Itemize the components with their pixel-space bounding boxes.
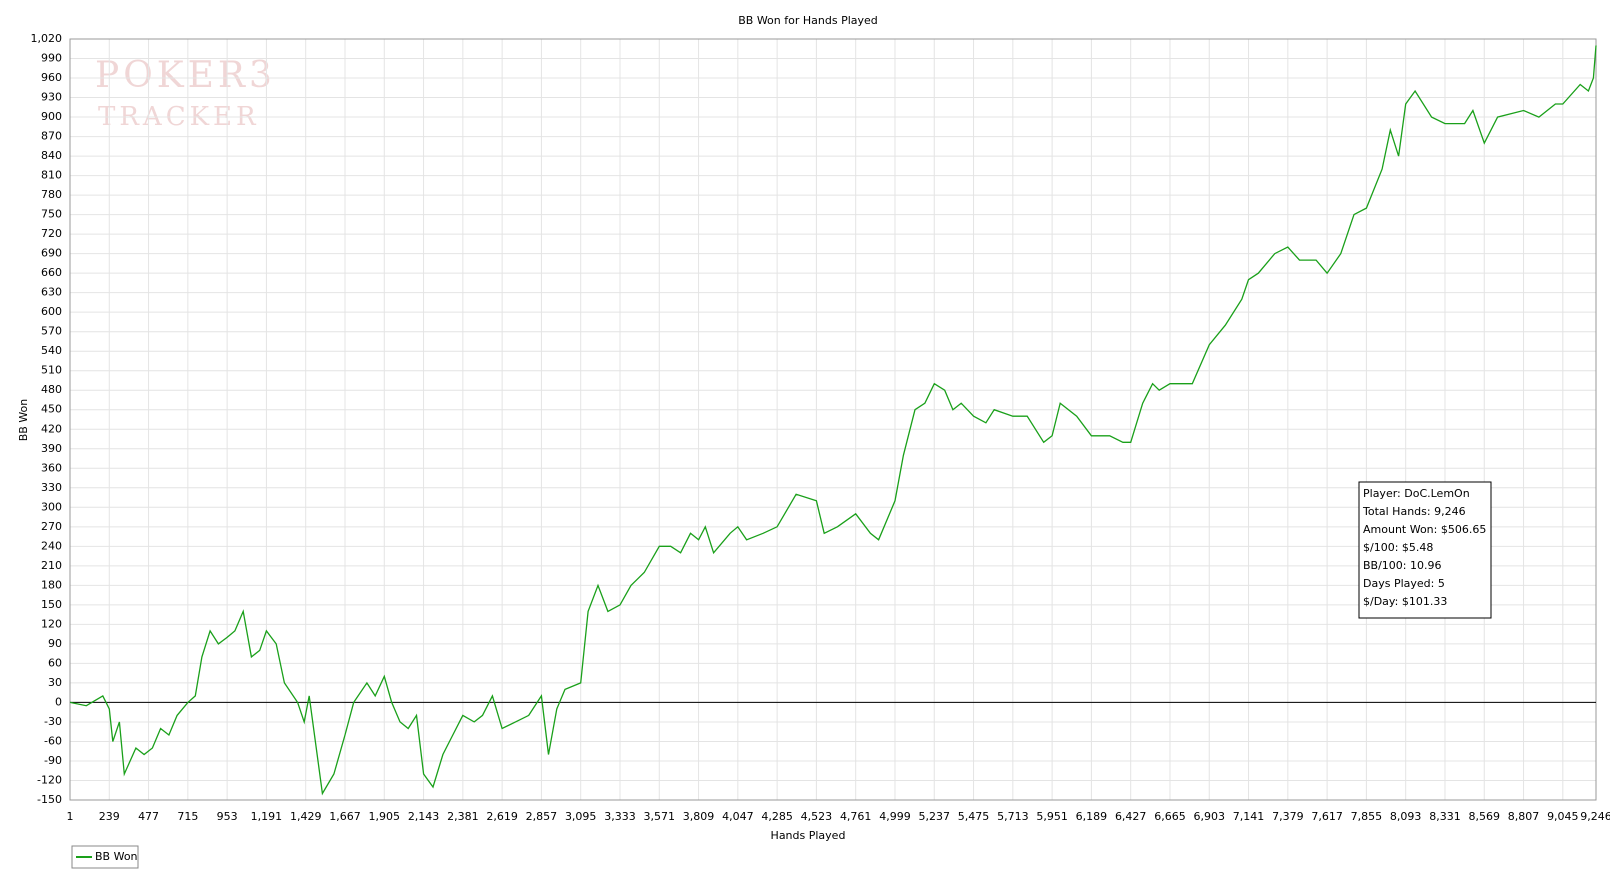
y-tick-label: 1,020	[31, 32, 63, 45]
x-tick-label: 6,427	[1115, 810, 1147, 823]
x-tick-label: 8,569	[1469, 810, 1501, 823]
y-tick-label: 390	[41, 442, 62, 455]
y-tick-label: 270	[41, 520, 62, 533]
x-tick-label: 2,857	[526, 810, 558, 823]
y-tick-label: -150	[37, 793, 62, 806]
y-tick-label: 660	[41, 266, 62, 279]
y-tick-label: 120	[41, 617, 62, 630]
y-tick-label: 510	[41, 364, 62, 377]
y-axis-label: BB Won	[17, 399, 30, 442]
y-tick-label: 330	[41, 481, 62, 494]
y-tick-label: 240	[41, 539, 62, 552]
y-tick-label: 870	[41, 130, 62, 143]
y-tick-label: 930	[41, 91, 62, 104]
x-tick-label: 6,903	[1194, 810, 1226, 823]
y-tick-label: 960	[41, 71, 62, 84]
y-tick-label: 30	[48, 676, 62, 689]
y-tick-label: 300	[41, 500, 62, 513]
info-text: Days Played: 5	[1363, 577, 1445, 590]
x-tick-label: 4,285	[761, 810, 793, 823]
x-tick-label: 7,141	[1233, 810, 1265, 823]
x-tick-label: 7,617	[1311, 810, 1343, 823]
y-tick-label: -30	[44, 715, 62, 728]
x-tick-label: 4,999	[879, 810, 911, 823]
x-tick-label: 4,761	[840, 810, 872, 823]
info-text: Total Hands: 9,246	[1362, 505, 1466, 518]
y-tick-label: 750	[41, 208, 62, 221]
x-tick-label: 715	[177, 810, 198, 823]
y-tick-label: 210	[41, 559, 62, 572]
y-tick-label: 540	[41, 344, 62, 357]
x-tick-label: 2,143	[408, 810, 440, 823]
info-text: BB/100: 10.96	[1363, 559, 1442, 572]
x-tick-label: 6,665	[1154, 810, 1186, 823]
y-tick-label: 690	[41, 247, 62, 260]
x-tick-label: 4,047	[722, 810, 754, 823]
y-tick-label: 180	[41, 578, 62, 591]
x-tick-label: 5,237	[919, 810, 951, 823]
watermark: POKER3	[95, 55, 276, 96]
info-text: Player: DoC.LemOn	[1363, 487, 1470, 500]
y-tick-label: 150	[41, 598, 62, 611]
y-tick-label: 450	[41, 403, 62, 416]
legend-label: BB Won	[95, 850, 138, 863]
line-series	[69, 45, 1597, 796]
info-box	[1358, 481, 1492, 619]
info-text: $/100: $5.48	[1363, 541, 1433, 554]
y-tick-label: 570	[41, 325, 62, 338]
x-tick-label: 2,381	[447, 810, 479, 823]
x-tick-label: 8,331	[1429, 810, 1461, 823]
y-tick-label: 480	[41, 383, 62, 396]
x-tick-label: 1,429	[290, 810, 322, 823]
y-tick-label: -90	[44, 754, 62, 767]
y-tick-label: 630	[41, 286, 62, 299]
plot-border	[69, 38, 1597, 801]
x-tick-label: 5,475	[958, 810, 990, 823]
x-tick-label: 5,951	[1036, 810, 1068, 823]
y-tick-label: 420	[41, 422, 62, 435]
y-tick-label: 90	[48, 637, 62, 650]
y-tick-label: -120	[37, 773, 62, 786]
y-tick-label: 990	[41, 52, 62, 65]
x-tick-label: 2,619	[486, 810, 518, 823]
x-tick-label: 9,045	[1547, 810, 1579, 823]
x-tick-label: 1,191	[251, 810, 283, 823]
x-tick-label: 477	[138, 810, 159, 823]
x-tick-label: 3,571	[644, 810, 676, 823]
x-tick-label: 1	[67, 810, 74, 823]
x-axis-label: Hands Played	[771, 829, 846, 842]
x-tick-label: 6,189	[1076, 810, 1108, 823]
y-tick-label: 720	[41, 227, 62, 240]
x-tick-label: 9,246	[1580, 810, 1610, 823]
y-tick-label: 840	[41, 149, 62, 162]
x-tick-label: 1,667	[329, 810, 361, 823]
y-tick-label: 0	[55, 695, 62, 708]
chart-title: BB Won for Hands Played	[738, 14, 878, 27]
x-tick-label: 239	[99, 810, 120, 823]
x-tick-label: 7,379	[1272, 810, 1304, 823]
info-text: $/Day: $101.33	[1363, 595, 1447, 608]
y-tick-label: 780	[41, 188, 62, 201]
x-tick-label: 1,905	[369, 810, 401, 823]
x-tick-label: 8,093	[1390, 810, 1422, 823]
x-tick-label: 953	[217, 810, 238, 823]
x-tick-label: 4,523	[801, 810, 833, 823]
y-tick-label: 360	[41, 461, 62, 474]
x-tick-label: 8,807	[1508, 810, 1540, 823]
y-tick-label: 600	[41, 305, 62, 318]
legend-box	[71, 845, 139, 869]
x-tick-label: 7,855	[1351, 810, 1383, 823]
x-tick-label: 3,333	[604, 810, 636, 823]
y-tick-label: 810	[41, 169, 62, 182]
y-tick-label: 60	[48, 656, 62, 669]
x-tick-label: 5,713	[997, 810, 1029, 823]
y-tick-label: 900	[41, 110, 62, 123]
x-tick-label: 3,809	[683, 810, 715, 823]
info-text: Amount Won: $506.65	[1363, 523, 1486, 536]
y-tick-label: -60	[44, 734, 62, 747]
x-tick-label: 3,095	[565, 810, 597, 823]
